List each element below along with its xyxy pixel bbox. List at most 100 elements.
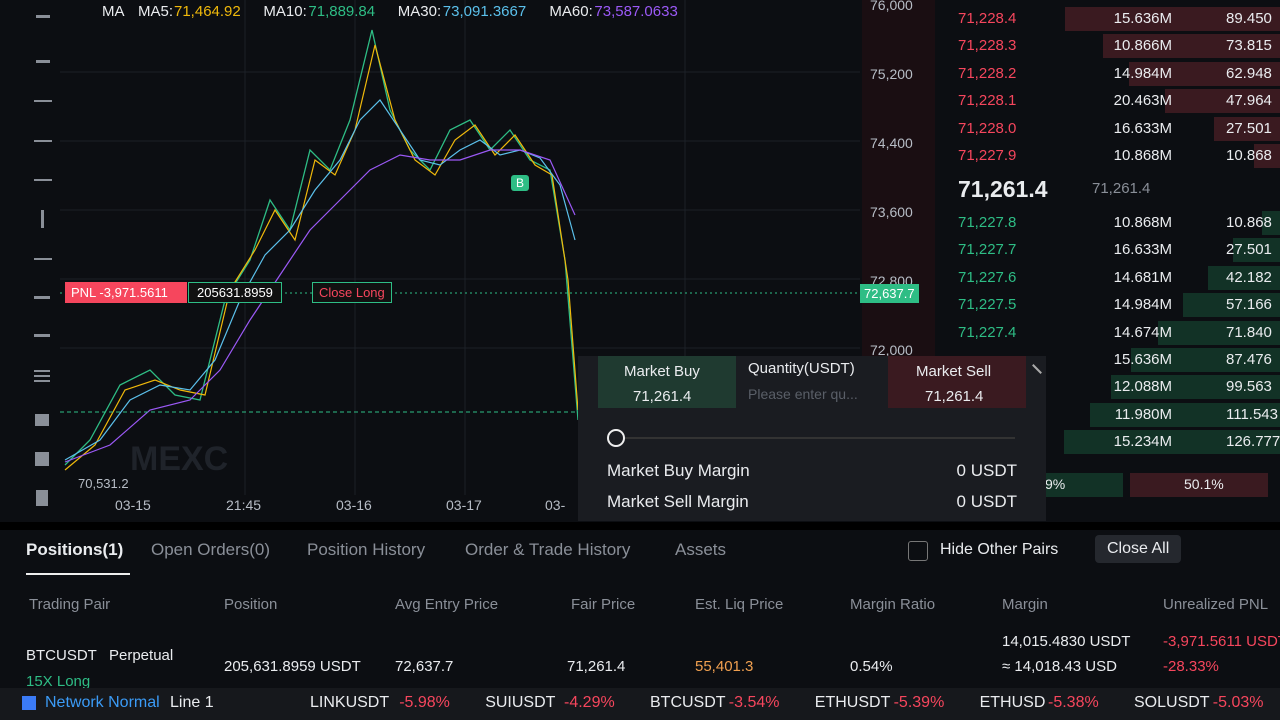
price-label: 76,000 — [870, 0, 913, 13]
bid-price: 71,227.7 — [958, 241, 1017, 259]
ma-value: 73,091.3667 — [442, 3, 527, 20]
column-header: Unrealized PNL — [1163, 596, 1269, 613]
price-label: 72,000 — [870, 342, 913, 358]
checkbox[interactable] — [908, 541, 928, 561]
column-header: Trading Pair — [29, 596, 111, 613]
bid-price: 71,227.5 — [958, 296, 1017, 314]
tab[interactable]: Position History — [307, 540, 426, 559]
quantity-label: Quantity(USDT) — [748, 360, 855, 377]
position-pnl: -3,971.5611 USDT — [1163, 633, 1280, 650]
ticker-name[interactable]: SOLUSDT — [1134, 694, 1210, 711]
depth-bar — [1253, 144, 1280, 168]
bid-total: 10.868 — [1226, 214, 1272, 231]
ask-total: 62.948 — [1226, 64, 1272, 82]
market-sell[interactable]: Market Sell — [916, 363, 992, 380]
ticker-change: -5.39% — [893, 694, 945, 711]
watermark: MEXC — [130, 440, 229, 478]
trade-marker: B — [511, 175, 530, 191]
bid-total: 42.182 — [1226, 268, 1272, 286]
market-sell-btn[interactable] — [888, 356, 1026, 408]
quantity-tag: 205631.8959 — [188, 282, 282, 303]
close-all[interactable]: Close All — [1095, 535, 1182, 563]
depth-bar — [1233, 238, 1280, 263]
buy-ratio-bar — [1045, 473, 1123, 497]
ticker-name[interactable]: SUIUSDT — [485, 694, 556, 711]
depth-bar — [1182, 293, 1280, 318]
bid-qty: 11.980M — [1114, 405, 1172, 423]
ma-label: MA — [102, 3, 125, 20]
ticker-name[interactable]: ETHUSDT — [814, 694, 891, 711]
depth-bar — [1261, 211, 1280, 235]
pnl-tag: PNL -3,971.5611 — [65, 282, 187, 303]
tab[interactable]: Assets — [675, 540, 727, 559]
mark-price: 71,261.4 — [1092, 180, 1151, 197]
hide-other[interactable]: Hide Other Pairs — [940, 541, 1059, 558]
line-select[interactable]: Line 1 — [170, 694, 214, 711]
ma-value: 71,889.84 — [308, 3, 376, 20]
ticker-name[interactable]: LINKUSDT — [310, 694, 390, 711]
depth-bar — [1064, 430, 1280, 455]
market-buy[interactable]: Market Buy — [624, 363, 700, 380]
position-fair: 71,261.4 — [567, 658, 626, 675]
bid-price: 71,227.8 — [958, 214, 1017, 231]
position-kind: Perpetual — [109, 647, 174, 664]
position-entry: 72,637.7 — [395, 658, 454, 675]
bid-total: 99.563 — [1226, 378, 1272, 396]
ma-name: MA10: — [263, 3, 307, 20]
tab[interactable]: Positions(1) — [26, 540, 124, 559]
column-header: Avg Entry Price — [395, 596, 499, 613]
time-label: 03-16 — [336, 497, 372, 513]
chart-area — [34, 0, 935, 520]
depth-bar — [1065, 7, 1280, 31]
tab[interactable]: Open Orders(0) — [151, 540, 271, 559]
price-label: 75,200 — [870, 66, 913, 82]
time-label: 03-17 — [446, 497, 482, 513]
position-margin_usd: ≈ 14,018.43 USD — [1002, 658, 1117, 675]
ask-qty: 10.868M — [1113, 147, 1172, 164]
market-sell-price[interactable]: 71,261.4 — [925, 388, 984, 405]
tab[interactable]: Order & Trade History — [465, 540, 631, 559]
ticker-change: -5.38% — [1048, 694, 1099, 711]
close-long[interactable]: Close Long — [312, 282, 392, 303]
bid-qty: 16.633M — [1113, 241, 1172, 259]
bid-total: 126.777 — [1226, 433, 1280, 451]
depth-bar — [1131, 348, 1280, 372]
bid-total: 87.476 — [1226, 351, 1272, 368]
depth-bar — [1164, 89, 1280, 114]
depth-bar — [1110, 375, 1280, 400]
depth-bar — [1213, 116, 1280, 141]
position-side: 15X Long — [26, 673, 91, 690]
ticker-change: -4.29% — [564, 694, 615, 711]
divider — [0, 522, 1280, 530]
network: Network Normal — [45, 694, 160, 711]
bid-price: 71,227.6 — [958, 268, 1017, 286]
margin-value: 0 USDT — [956, 492, 1017, 511]
ma-value: 73,587.0633 — [594, 3, 678, 20]
signal-icon — [22, 696, 36, 710]
ma-name: MA60: — [549, 3, 593, 20]
depth-bar — [1157, 320, 1280, 345]
depth-bar — [1128, 61, 1280, 86]
ticker-name[interactable]: BTCUSDT — [650, 694, 726, 711]
footer-bar — [0, 688, 1280, 720]
market-buy-price[interactable]: 71,261.4 — [633, 388, 692, 405]
bid-qty: 14.681M — [1113, 268, 1172, 286]
margin-label: Market Buy Margin — [607, 461, 750, 480]
market-buy-btn[interactable] — [598, 356, 736, 408]
price-tag: 72,637.7 — [860, 284, 919, 303]
quantity-input[interactable]: Please enter qu... — [748, 386, 858, 402]
ask-price: 71,228.1 — [958, 92, 1017, 110]
position-margin: 14,015.4830 USDT — [1002, 633, 1131, 650]
ask-price: 71,228.3 — [958, 37, 1017, 55]
ticker-name[interactable]: ETHUSD — [979, 694, 1046, 711]
time-label: 21:45 — [226, 497, 262, 513]
ticker-change: -5.98% — [399, 694, 450, 711]
bid-qty: 14.674M — [1113, 323, 1172, 341]
ma-name: MA5: — [138, 3, 174, 20]
ask-total: 10.868 — [1226, 147, 1272, 164]
column-header: Est. Liq Price — [695, 596, 784, 613]
slider-knob[interactable] — [607, 429, 625, 447]
bid-qty: 14.984M — [1113, 296, 1172, 314]
position-position: 205,631.8959 USDT — [224, 658, 361, 675]
